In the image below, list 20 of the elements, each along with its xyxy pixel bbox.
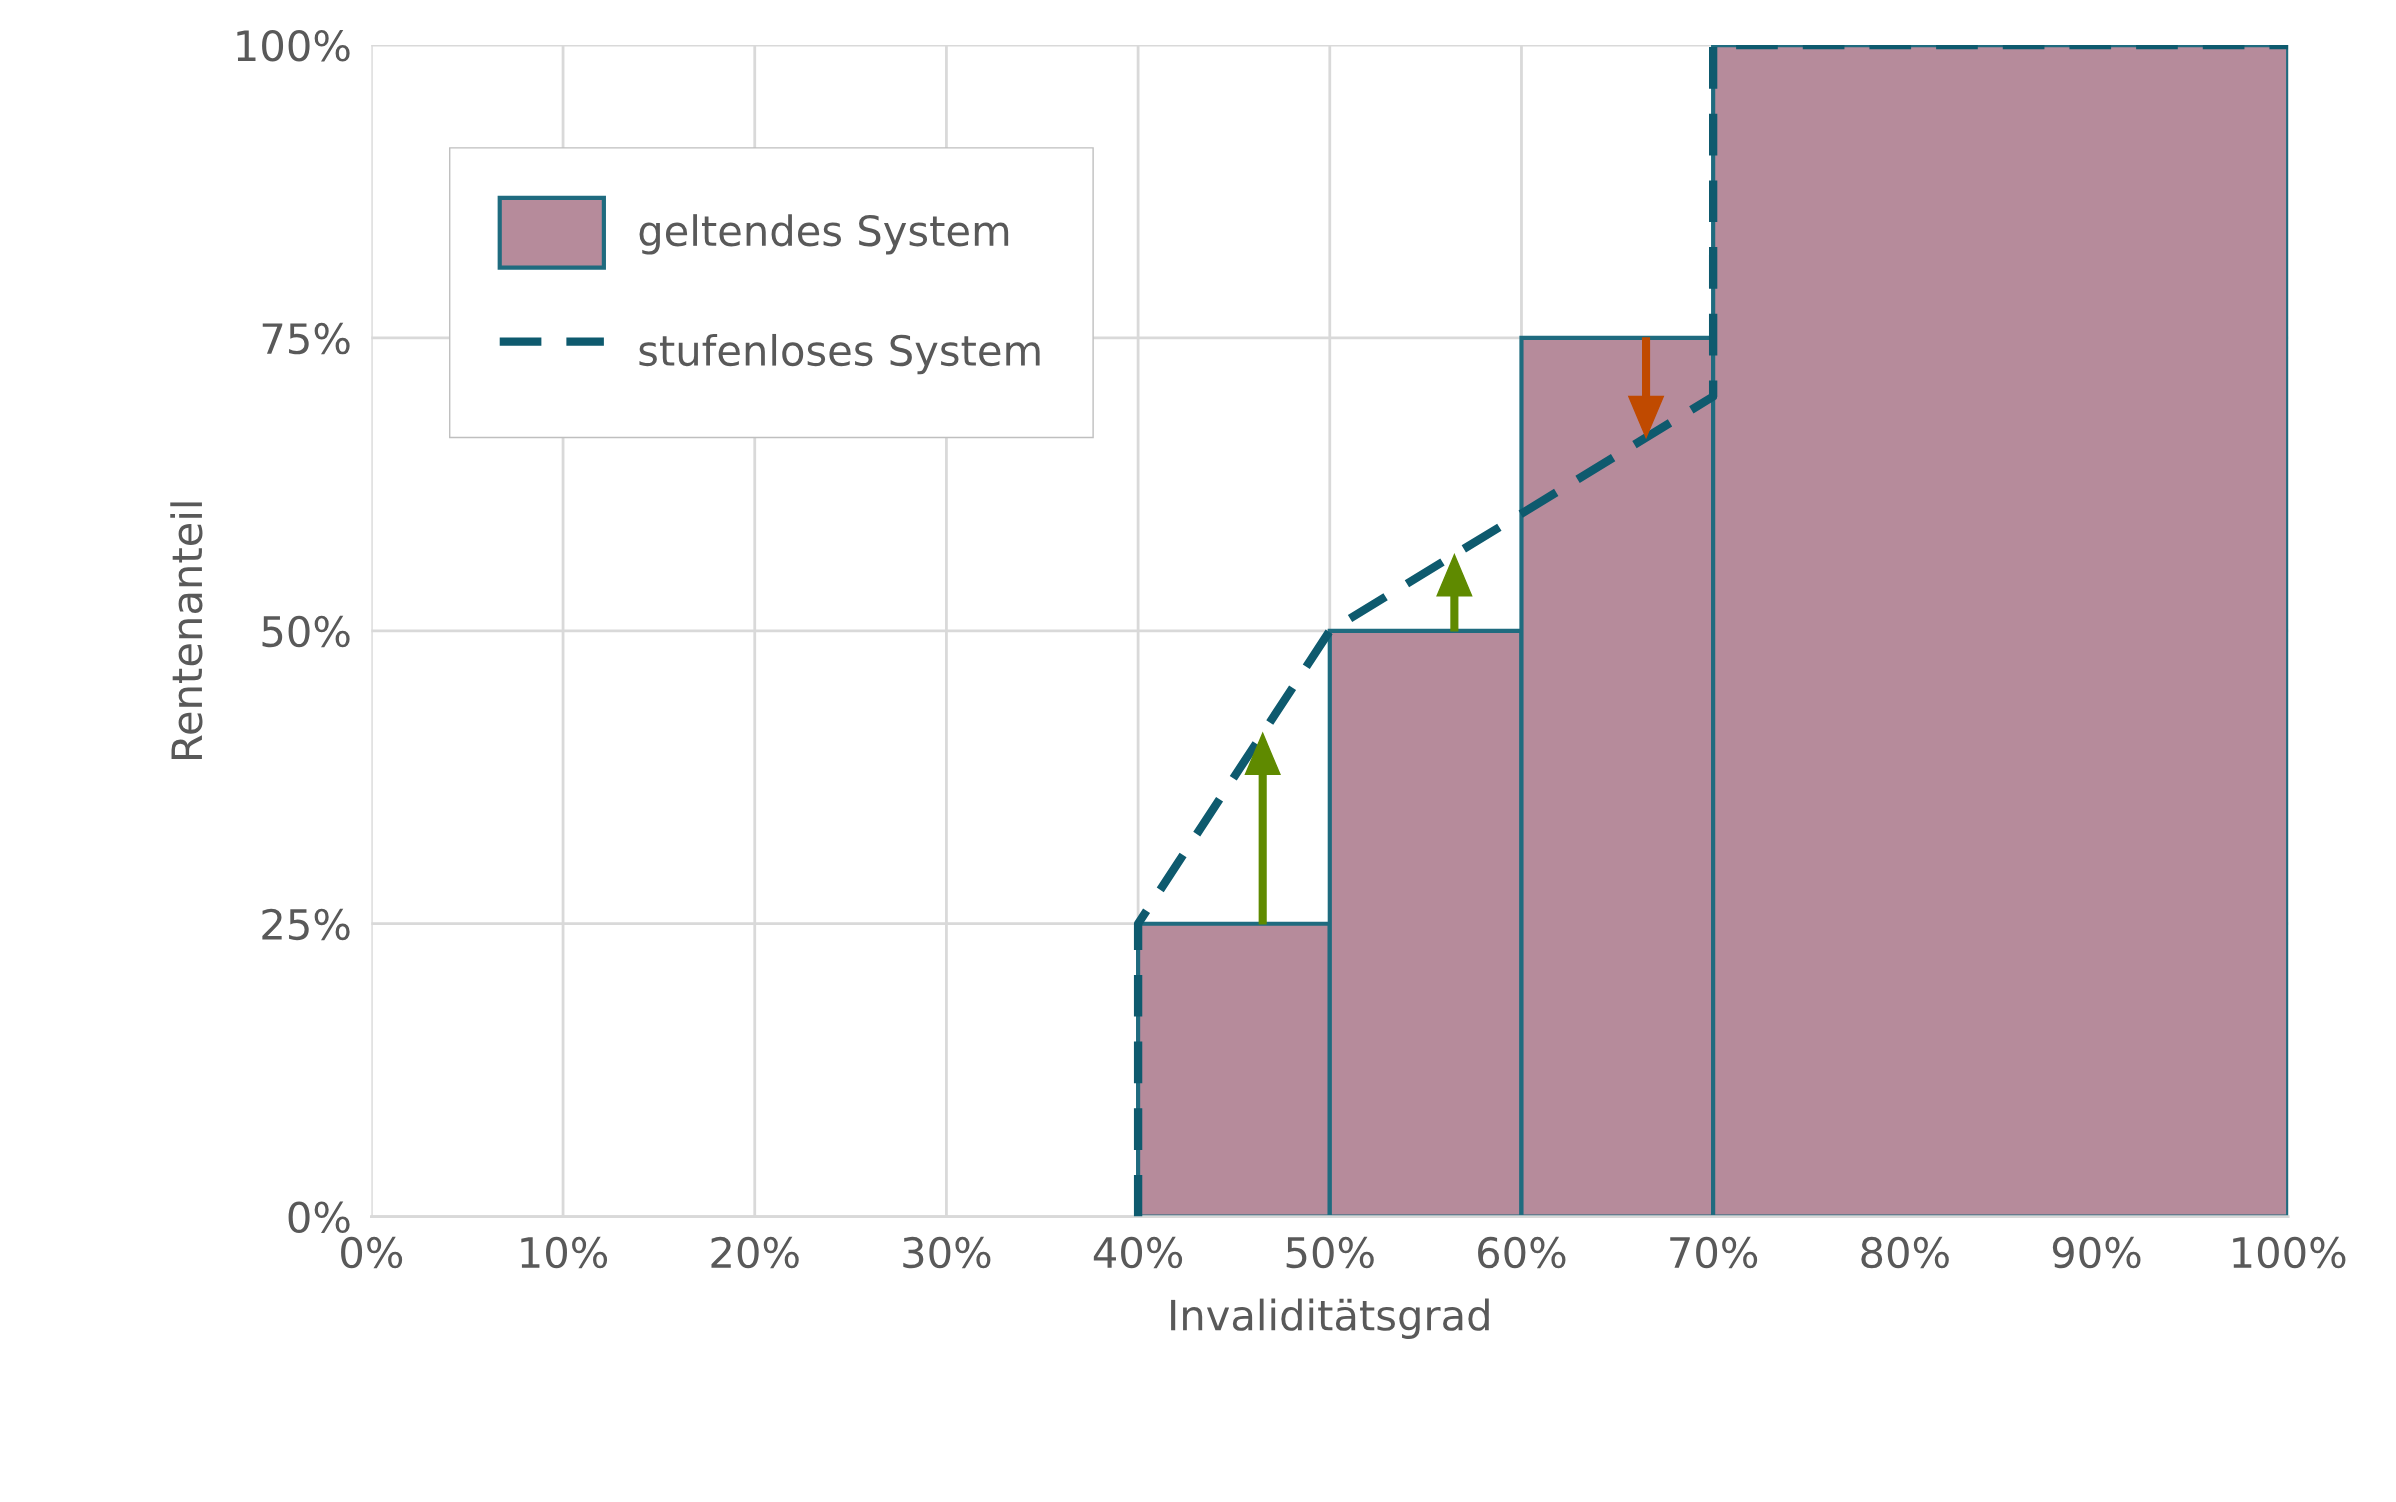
x-tick-label: 80% [1861, 1236, 1949, 1269]
y-tick-label: 0% [288, 1201, 350, 1234]
x-tick-label: 10% [521, 1236, 608, 1269]
x-tick-label: 50% [1286, 1236, 1374, 1269]
x-tick-label: 0% [341, 1236, 403, 1269]
x-tick-label: 70% [1670, 1236, 1758, 1269]
x-tick-label: 20% [711, 1236, 799, 1269]
y-tick-label: 25% [262, 908, 350, 941]
y-tick-label: 100% [237, 29, 350, 62]
legend-label: stufenloses System [639, 333, 1040, 375]
x-tick-label: 60% [1478, 1236, 1566, 1269]
x-tick-label: 40% [1093, 1236, 1183, 1269]
y-tick-label: 75% [262, 322, 350, 355]
y-tick-label: 50% [262, 615, 350, 648]
legend-label: geltendes System [639, 214, 1009, 255]
x-axis-title: Invaliditätsgrad [1171, 1298, 1489, 1339]
x-tick-label: 30% [903, 1236, 991, 1269]
x-tick-label: 90% [2052, 1236, 2141, 1269]
y-axis-title: Rentenanteil [170, 502, 203, 760]
x-tick-label: 100% [2233, 1236, 2346, 1269]
